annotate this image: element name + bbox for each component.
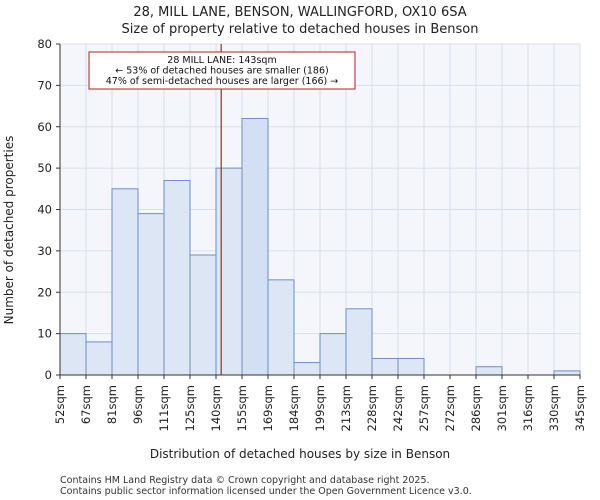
bar-213sqm	[345, 308, 373, 376]
y-tick-label-60: 60	[37, 120, 52, 134]
y-axis-label: Number of detached properties	[2, 136, 16, 325]
x-tick-label-67sqm: 67sqm	[79, 385, 93, 424]
x-tick-label-184sqm: 184sqm	[287, 385, 301, 431]
x-tick-label-228sqm: 228sqm	[365, 385, 379, 431]
bar-140sqm	[215, 167, 243, 376]
x-tick-label-111sqm: 111sqm	[157, 385, 171, 431]
bar-286sqm	[475, 366, 503, 376]
bar-125sqm	[189, 254, 217, 376]
bar-111sqm	[163, 180, 191, 376]
annotation-line-1: 28 MILL LANE: 143sqm	[167, 55, 276, 66]
y-tick-label-20: 20	[37, 285, 52, 299]
annotation-line-3: 47% of semi-detached houses are larger (…	[106, 76, 339, 87]
bar-184sqm	[293, 362, 321, 376]
footer-line-2: Contains public sector information licen…	[60, 486, 472, 497]
plot-area: 0 10 20 30 40 50 60 70 80 52sqm 67sqm 81sqm 96sqm 111…	[37, 37, 587, 431]
bar-330sqm	[553, 370, 581, 376]
bar-52sqm	[59, 333, 87, 376]
x-tick-label-213sqm: 213sqm	[339, 385, 353, 431]
x-tick-label-169sqm: 169sqm	[261, 385, 275, 431]
bar-228sqm	[371, 357, 399, 376]
y-tick-label-40: 40	[37, 203, 52, 217]
x-tick-label-155sqm: 155sqm	[235, 385, 249, 431]
x-tick-label-140sqm: 140sqm	[209, 385, 223, 431]
annotation-box	[88, 51, 356, 90]
x-tick-label-81sqm: 81sqm	[105, 385, 119, 424]
y-tick-label-80: 80	[37, 37, 52, 51]
bar-155sqm	[241, 117, 269, 376]
x-tick-label-330sqm: 330sqm	[547, 385, 561, 431]
footer-line-1: Contains HM Land Registry data © Crown c…	[60, 475, 430, 486]
bar-96sqm	[137, 213, 165, 376]
x-tick-label-301sqm: 301sqm	[495, 385, 509, 431]
bar-81sqm	[111, 188, 139, 376]
bar-199sqm	[319, 333, 347, 376]
y-tick-label-0: 0	[45, 368, 52, 382]
y-tick-label-10: 10	[37, 327, 52, 341]
x-tick-label-52sqm: 52sqm	[53, 385, 67, 424]
x-tick-label-345sqm: 345sqm	[573, 385, 587, 431]
x-tick-label-96sqm: 96sqm	[131, 385, 145, 424]
bar-67sqm	[85, 341, 113, 376]
bar-242sqm	[397, 357, 425, 376]
chart-title: 28, MILL LANE, BENSON, WALLINGFORD, OX10…	[133, 5, 466, 20]
x-tick-label-199sqm: 199sqm	[313, 385, 327, 431]
x-tick-label-257sqm: 257sqm	[417, 385, 431, 431]
x-axis-label: Distribution of detached houses by size …	[150, 447, 450, 461]
bar-169sqm	[267, 279, 295, 376]
x-tick-label-125sqm: 125sqm	[183, 385, 197, 431]
x-tick-label-272sqm: 272sqm	[443, 385, 457, 431]
y-tick-label-70: 70	[37, 78, 52, 92]
chart-subtitle: Size of property relative to detached ho…	[122, 22, 479, 37]
y-tick-label-30: 30	[37, 244, 52, 258]
x-tick-label-286sqm: 286sqm	[469, 385, 483, 431]
x-tick-label-242sqm: 242sqm	[391, 385, 405, 431]
x-tick-label-316sqm: 316sqm	[521, 385, 535, 431]
y-tick-label-50: 50	[37, 161, 52, 175]
annotation-line-2: ← 53% of detached houses are smaller (18…	[115, 66, 328, 77]
